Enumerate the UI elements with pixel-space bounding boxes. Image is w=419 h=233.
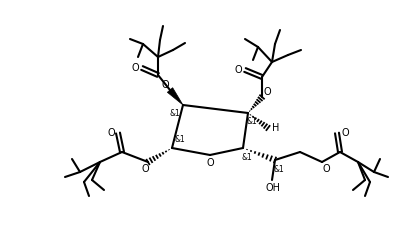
Polygon shape: [167, 88, 183, 105]
Text: O: O: [131, 63, 139, 73]
Text: OH: OH: [266, 183, 280, 193]
Text: O: O: [322, 164, 330, 174]
Text: H: H: [272, 123, 280, 133]
Text: &1: &1: [274, 164, 285, 174]
Text: O: O: [234, 65, 242, 75]
Text: O: O: [141, 164, 149, 174]
Text: O: O: [341, 128, 349, 138]
Text: &1: &1: [170, 109, 180, 117]
Text: O: O: [161, 80, 169, 90]
Text: &1: &1: [247, 116, 257, 126]
Text: O: O: [107, 128, 115, 138]
Text: O: O: [206, 158, 214, 168]
Text: &1: &1: [242, 153, 252, 161]
Text: O: O: [263, 87, 271, 97]
Text: &1: &1: [175, 136, 185, 144]
